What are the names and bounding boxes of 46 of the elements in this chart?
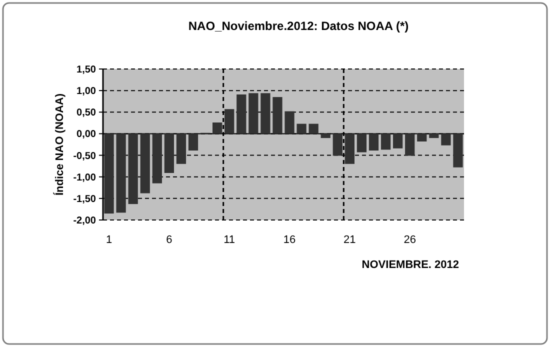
x-tick-label: 11 [224, 234, 236, 246]
x-tick-label: 16 [283, 234, 296, 246]
y-tick-label: -1,00 [73, 172, 96, 184]
bar [405, 134, 415, 156]
bar [344, 134, 354, 164]
bar [272, 97, 282, 134]
bar [104, 134, 114, 214]
x-axis-title: NOVIEMBRE. 2012 [362, 259, 459, 271]
x-tick-label: 6 [166, 234, 172, 246]
chart-title: NAO_Noviembre.2012: Datos NOAA (*) [188, 19, 409, 33]
bar [368, 134, 379, 151]
bar [140, 134, 150, 194]
bar [116, 134, 126, 213]
bar [260, 93, 270, 134]
bar [332, 134, 342, 156]
bar [224, 109, 234, 134]
y-tick-label: -2,00 [73, 216, 96, 226]
y-axis-title: Índice NAO (NOAA) [53, 93, 66, 196]
bar [152, 134, 162, 184]
bar [356, 134, 367, 152]
bar [176, 134, 186, 164]
y-tick-label: 0,50 [76, 108, 96, 119]
bar [441, 134, 451, 146]
bar [284, 111, 294, 134]
bar [212, 122, 222, 134]
x-tick-label: 26 [404, 234, 416, 246]
bar [164, 134, 174, 173]
bar [296, 124, 306, 134]
bar [248, 93, 258, 134]
bar [320, 134, 330, 138]
y-tick-label: -1,50 [73, 194, 96, 205]
y-tick-label: 1,50 [76, 64, 96, 76]
x-tick-label: 1 [106, 234, 112, 246]
y-tick-label: 1,00 [76, 86, 96, 98]
bar [453, 134, 463, 168]
bar [308, 124, 318, 134]
bar [128, 134, 138, 204]
bar [236, 94, 246, 134]
y-tick-label: 0,00 [76, 129, 96, 140]
x-tick-label: 21 [344, 234, 356, 246]
bar [393, 134, 403, 148]
bar [417, 134, 427, 142]
bar [429, 134, 439, 138]
bar [188, 134, 198, 151]
y-tick-label: -0,50 [73, 150, 96, 162]
bar [380, 134, 391, 150]
